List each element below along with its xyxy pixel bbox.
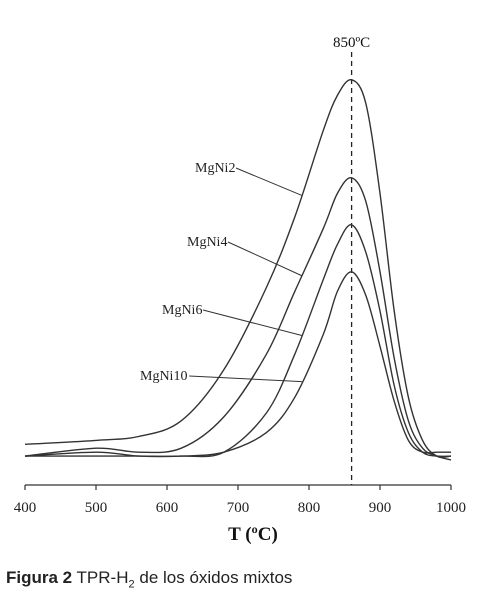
- figure-caption: Figura 2 TPR-H2 de los óxidos mixtos: [6, 568, 292, 590]
- reference-line-label: 850ºC: [333, 35, 370, 51]
- x-tick-label-600: 600: [156, 500, 179, 516]
- caption-subscript: 2: [128, 578, 135, 591]
- x-tick-label-400: 400: [14, 500, 37, 516]
- x-tick-label-700: 700: [227, 500, 250, 516]
- x-axis-label: T (ºC): [228, 524, 278, 545]
- x-tick-label-1000: 1000: [436, 500, 466, 516]
- series-line-mgni6: [24, 224, 452, 458]
- series-leader-mgni6: [202, 309, 303, 337]
- series-label-mgni2: MgNi2: [195, 161, 235, 176]
- series-leader-mgni2: [235, 167, 303, 196]
- series-label-mgni10: MgNi10: [140, 369, 187, 384]
- series-leader-mgni10: [189, 375, 302, 383]
- caption-figure-number: Figura 2: [6, 568, 73, 587]
- x-tick-label-900: 900: [369, 500, 392, 516]
- series-line-mgni2: [24, 79, 452, 458]
- series-line-mgni4: [24, 177, 452, 461]
- caption-text-after: de los óxidos mixtos: [139, 568, 293, 587]
- series-label-mgni4: MgNi4: [187, 235, 227, 250]
- series-label-mgni6: MgNi6: [162, 303, 202, 318]
- caption-text-before: TPR-H: [76, 568, 129, 587]
- series-leader-mgni4: [227, 241, 303, 277]
- tpr-chart: 400 500 600 700 800 900 1000 T (ºC) 850ºC MgNi2 Mg…: [14, 35, 466, 545]
- series-line-mgni10: [24, 271, 451, 458]
- x-tick-label-500: 500: [85, 500, 108, 516]
- x-tick-label-800: 800: [298, 500, 321, 516]
